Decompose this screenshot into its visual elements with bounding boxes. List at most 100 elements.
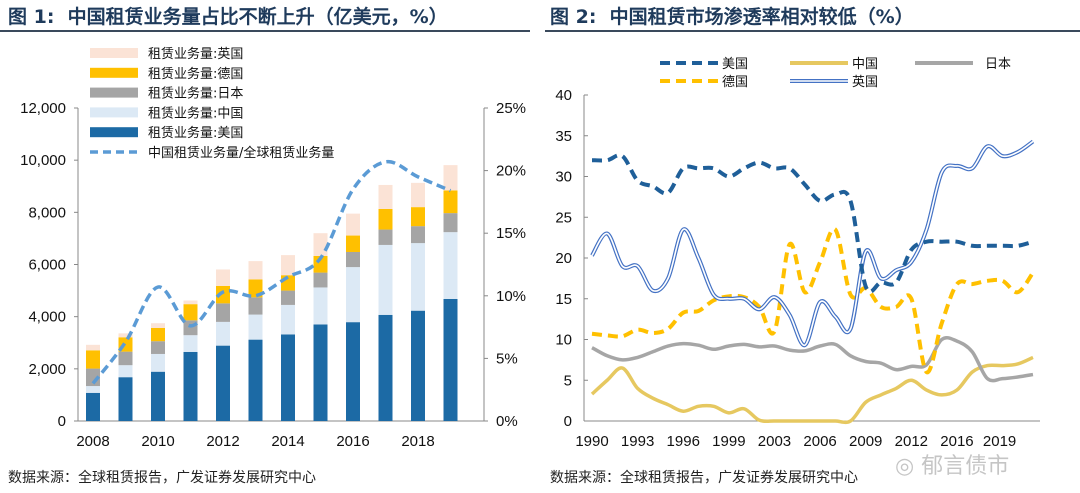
chart2-line-德国: [591, 226, 1035, 375]
chart2-x-tick-label: 2016: [940, 433, 973, 450]
chart1-bar-日本-2018: [411, 226, 425, 244]
chart2-legend-label: 中国: [852, 57, 878, 72]
chart2-line-美国: [591, 153, 1034, 294]
chart2-line-中国: [590, 355, 1034, 425]
chart1-bar-英国-2013: [248, 261, 263, 280]
chart1-y-tick-label: 10,000: [20, 152, 66, 169]
chart1-bar-英国-2014: [281, 255, 295, 276]
chart1-x-tick-label: 2012: [206, 433, 239, 450]
chart2-y-tick-label: 25: [555, 209, 572, 226]
chart1-bar-美国-2013: [248, 339, 263, 421]
chart2-line-英国: [590, 139, 1035, 348]
chart2-x-tick-label: 1999: [712, 433, 745, 450]
chart2-x-tick-label: 2009: [849, 433, 882, 450]
chart1-bar-中国-2011: [183, 335, 198, 352]
chart1-bar-英国-2010: [151, 323, 165, 328]
chart1-bar-美国-2018: [411, 310, 425, 421]
chart1-legend-label: 租赁业务量:德国: [148, 66, 243, 82]
chart1-legend-label: 租赁业务量:英国: [148, 46, 243, 62]
chart1-bar-德国-2011: [183, 304, 198, 321]
chart1-bar-德国-2012: [216, 285, 230, 304]
chart1-bar-英国-2018: [411, 182, 425, 208]
chart1-y2-tick-label: 25%: [496, 100, 526, 117]
chart1-x-tick-label: 2008: [76, 433, 109, 450]
chart1-bar-日本-2013: [248, 297, 263, 315]
chart1-bar-日本-2016: [346, 251, 360, 268]
chart1-bar-德国-2019: [443, 190, 458, 214]
chart1-bar-中国-2013: [248, 314, 263, 340]
chart1-bar-美国-2015: [313, 324, 328, 421]
chart1-bar-美国-2012: [216, 345, 230, 421]
chart2-legend-label: 美国: [722, 57, 748, 72]
chart1-bar-中国-2018: [411, 243, 425, 311]
chart1-bar-日本-2014: [281, 290, 295, 305]
chart1-y2-tick-label: 5%: [496, 350, 518, 367]
chart1-y-tick-label: 12,000: [20, 100, 66, 117]
chart1-bar-美国-2010: [151, 371, 165, 421]
chart1-bar-日本-2009: [118, 351, 133, 366]
chart1-bar-英国-2011: [183, 300, 198, 305]
chart1-bar-德国-2018: [411, 207, 425, 227]
chart2-x-tick-label: 1990: [575, 433, 608, 450]
chart1-bar-德国-2010: [151, 327, 165, 342]
chart1-x-tick-label: 2018: [401, 433, 434, 450]
chart2-y-tick-label: 5: [564, 372, 572, 389]
chart2-legend-label: 英国: [852, 75, 878, 90]
chart2-x-tick-label: 1996: [667, 433, 700, 450]
chart1-bar-美国-2016: [346, 322, 360, 421]
chart2-line-英国-inner: [591, 140, 1034, 346]
chart1-title: 图 1: 中国租赁业务量占比不断上升（亿美元，%）: [8, 6, 448, 28]
chart1-ratio-line: [91, 159, 452, 385]
chart1-legend-label: 租赁业务量:美国: [148, 125, 243, 141]
chart1-bar-中国-2016: [346, 267, 360, 323]
chart1-bar-中国-2010: [151, 353, 165, 372]
chart1-bar-德国-2016: [346, 235, 360, 252]
chart1-bar-日本-2017: [378, 229, 393, 245]
chart2-x-tick-label: 2003: [758, 433, 791, 450]
chart1-bar-美国-2014: [281, 334, 295, 421]
chart1-bar-中国-2014: [281, 304, 295, 335]
chart2-y-tick-label: 40: [555, 87, 572, 104]
chart1-y-tick-label: 6,000: [28, 257, 66, 274]
chart1-bar-德国-2008: [86, 350, 100, 369]
chart2-source: 数据来源：全球租赁报告，广发证券发展研究中心: [550, 470, 858, 486]
chart2-y-tick-label: 10: [555, 332, 572, 349]
chart1-bar-美国-2011: [183, 351, 198, 421]
chart1-legend-label: 租赁业务量:日本: [148, 86, 243, 102]
chart1-bar-英国-2008: [86, 344, 100, 351]
chart1-title-rule: [0, 30, 530, 32]
chart1-bar-英国-2015: [313, 233, 328, 256]
chart1-bar-日本-2010: [151, 341, 165, 354]
chart1-x-tick-label: 2016: [336, 433, 369, 450]
chart1-bar-美国-2008: [86, 392, 100, 421]
chart1-x-tick-label: 2010: [141, 433, 174, 450]
chart1-y-tick-label: 0: [58, 413, 66, 430]
chart1-bar-德国-2017: [378, 208, 393, 230]
chart1-y-tick-label: 4,000: [28, 309, 66, 326]
chart1-bar-英国-2016: [346, 213, 360, 236]
chart2-title: 图 2: 中国租赁市场渗透率相对较低（%）: [550, 6, 914, 28]
chart1-bar-中国-2015: [313, 287, 328, 325]
chart2-legend-label: 日本: [985, 57, 1011, 72]
chart2-x-tick-label: 1993: [621, 433, 654, 450]
chart1-y2-tick-label: 20%: [496, 163, 526, 180]
chart2-y-tick-label: 20: [555, 250, 572, 267]
chart1-y-tick-label: 2,000: [28, 361, 66, 378]
chart1-bar-中国-2019: [443, 232, 458, 299]
chart1-bar-日本-2012: [216, 303, 230, 322]
chart2-legend-label: 德国: [722, 75, 748, 90]
chart1-bar-中国-2012: [216, 321, 230, 346]
chart2-x-tick-label: 2012: [895, 433, 928, 450]
chart2-title-rule: [545, 30, 1080, 32]
chart1-y-tick-label: 8,000: [28, 204, 66, 221]
chart1-legend-swatch: [90, 107, 138, 118]
chart2-y-tick-label: 0: [564, 413, 572, 430]
chart1-legend-swatch: [90, 87, 138, 98]
chart1-bar-中国-2009: [118, 365, 133, 378]
chart1-y2-tick-label: 0%: [496, 413, 518, 430]
chart1-bar-日本-2015: [313, 272, 328, 288]
chart1-bar-日本-2019: [443, 213, 458, 233]
chart1-legend-swatch: [90, 48, 138, 58]
chart2-y-tick-label: 35: [555, 128, 572, 145]
